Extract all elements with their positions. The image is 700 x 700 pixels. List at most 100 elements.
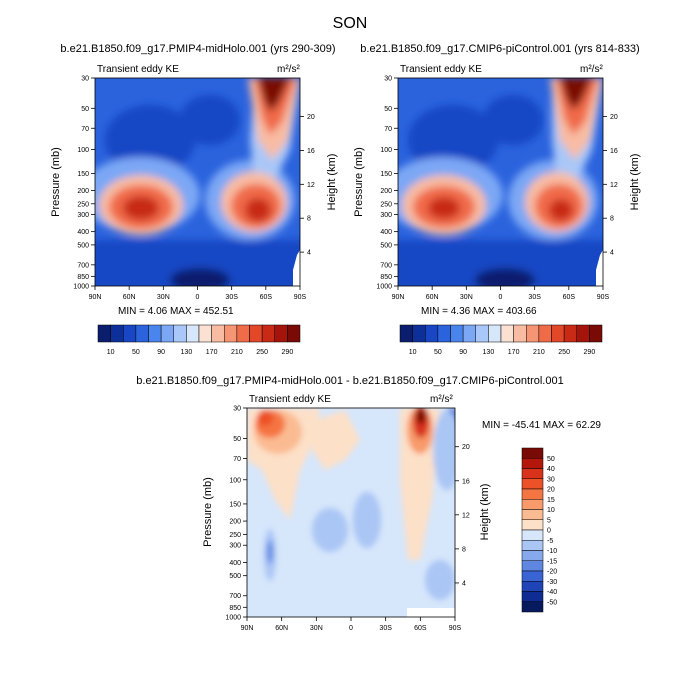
colorbar-b-swatch xyxy=(488,324,502,343)
panel-a-xtick-label: 90N xyxy=(89,294,102,301)
panel-a-htick-label: 16 xyxy=(307,148,315,155)
colorbar-a-swatch xyxy=(148,324,162,343)
colorbar-a-swatch xyxy=(97,324,111,343)
panel-a-weak-region xyxy=(105,105,195,175)
colorbar-b-swatch xyxy=(437,324,451,343)
colorbar-diff-label: 50 xyxy=(547,456,555,463)
panel-b-ytick-label: 700 xyxy=(380,262,392,269)
colorbar-diff-swatch xyxy=(521,529,544,541)
diff-title: b.e21.B1850.f09_g17.PMIP4-midHolo.001 - … xyxy=(136,375,563,387)
panel-a-ytick-label: 70 xyxy=(81,126,89,133)
diff-positive-sh-plume xyxy=(400,408,440,560)
colorbar-b-swatch xyxy=(399,324,413,343)
figure-title: SON xyxy=(333,15,368,32)
panel-diff-xtick-label: 30N xyxy=(310,625,323,632)
panel-a-xtick-label: 60N xyxy=(123,294,136,301)
panel-diff-xtick-label: 0 xyxy=(349,625,353,632)
colorbar-b-swatch xyxy=(450,324,464,343)
panel-b-ytick-label: 30 xyxy=(384,76,392,83)
colorbar-diff-swatch xyxy=(521,488,544,500)
panel-a-ytick-label: 50 xyxy=(81,106,89,113)
colorbar-b-swatch xyxy=(563,324,577,343)
panel-b: Transient eddy KE m²/s² xyxy=(353,64,641,317)
panel-a-ytick-label: 850 xyxy=(77,274,89,281)
colorbar-a-label: 130 xyxy=(181,349,193,356)
panel-diff-ytick-label: 850 xyxy=(229,605,241,612)
colorbar-diff-label: -5 xyxy=(547,538,553,545)
panel-diff-xtick-label: 30S xyxy=(379,625,392,632)
panel-diff-htick-label: 12 xyxy=(462,512,470,519)
colorbar-a-swatch xyxy=(261,324,275,343)
panel-b-ytick-label: 500 xyxy=(380,242,392,249)
panel-diff-htick-label: 4 xyxy=(462,580,466,587)
panel-b-nh-jet-core xyxy=(428,197,460,219)
panel-b-xtick-label: 30S xyxy=(528,294,541,301)
panel-diff-ytick-label: 300 xyxy=(229,543,241,550)
colorbar-a-swatch xyxy=(186,324,200,343)
panel-a-xtick-label: 60S xyxy=(260,294,273,301)
panel-a-ytick-label: 500 xyxy=(77,242,89,249)
colorbar-diff-swatch xyxy=(521,519,544,531)
panel-b-htick-label: 16 xyxy=(610,148,618,155)
colorbar-a-swatch xyxy=(173,324,187,343)
panel-diff-ylabel-right: Height (km) xyxy=(479,484,491,541)
panel-diff-ytick-label: 200 xyxy=(229,519,241,526)
panel-b-ytick-label: 250 xyxy=(380,201,392,208)
panel-b-variable-label: Transient eddy KE xyxy=(400,64,482,75)
panel-diff-ytick-label: 700 xyxy=(229,593,241,600)
colorbar-b-swatch xyxy=(412,324,426,343)
panel-diff-field xyxy=(247,408,455,617)
panel-a-ytick-label: 150 xyxy=(77,171,89,178)
colorbar-diff-swatch xyxy=(521,458,544,469)
colorbar-diff-swatch xyxy=(521,570,544,582)
panel-a-field xyxy=(95,78,300,286)
panel-b-strat-core xyxy=(560,78,592,110)
panel-diff-xtick-label: 60N xyxy=(275,625,288,632)
colorbar-diff-label: 40 xyxy=(547,466,555,473)
colorbar-diff-swatch xyxy=(521,601,544,613)
panel-b-ytick-label: 850 xyxy=(380,274,392,281)
panel-b-sfc-minimum xyxy=(475,268,535,286)
colorbar-b: 10 50 90 130 170 210 250 290 xyxy=(399,324,603,356)
colorbar-b-swatch xyxy=(576,324,590,343)
colorbar-a-swatch xyxy=(211,324,225,343)
panel-a-ytick-label: 200 xyxy=(77,188,89,195)
panel-a-units-label: m²/s² xyxy=(277,64,300,75)
panel-b-stats: MIN = 4.36 MAX = 403.66 xyxy=(421,306,537,317)
colorbar-diff-swatch xyxy=(521,550,544,561)
panel-b-ytick-label: 300 xyxy=(380,212,392,219)
colorbar-a-swatch xyxy=(236,324,250,343)
panel-b-ytick-label: 50 xyxy=(384,106,392,113)
diff-positive-nh-peak xyxy=(257,410,273,426)
colorbar-a-swatch xyxy=(274,324,288,343)
colorbar-diff-label: -20 xyxy=(547,569,557,576)
panel-b-xtick-label: 90S xyxy=(597,294,610,301)
panel-diff-ytick-label: 30 xyxy=(233,406,241,413)
diff-negative-low xyxy=(425,560,455,600)
colorbar-diff-label: -10 xyxy=(547,548,557,555)
panel-diff-ytick-label: 70 xyxy=(233,456,241,463)
panel-a-missing-data xyxy=(293,250,300,286)
panel-a-htick-label: 4 xyxy=(307,250,311,257)
colorbar-diff-label: -50 xyxy=(547,599,557,606)
colorbar-b-label: 290 xyxy=(584,349,596,356)
panel-b-field xyxy=(398,78,603,286)
panel-b-htick-label: 4 xyxy=(610,250,614,257)
panel-b-axes: 30 50 70 100 150 200 250 300 400 500 700 850 1000 20 1… xyxy=(376,76,617,302)
panel-b-xtick-label: 60S xyxy=(563,294,576,301)
colorbar-a-swatch xyxy=(160,324,174,343)
panel-diff-stats: MIN = -45.41 MAX = 62.29 xyxy=(482,420,601,431)
panel-a-sh-jet-core xyxy=(245,198,271,222)
panel-a-stats: MIN = 4.06 MAX = 452.51 xyxy=(118,306,234,317)
diff-negative-sh-edge-outer xyxy=(433,410,455,490)
colorbar-b-label: 10 xyxy=(409,349,417,356)
panel-a-axes: 30 50 70 100 150 200 250 300 400 500 700 850 1000 20 1… xyxy=(73,76,314,302)
panel-a-ytick-label: 1000 xyxy=(73,284,89,291)
panel-diff-xtick-label: 90S xyxy=(449,625,462,632)
panel-b-sh-jet-core xyxy=(549,199,573,221)
colorbar-diff-swatch xyxy=(521,591,544,602)
panel-a-ytick-label: 100 xyxy=(77,147,89,154)
colorbar-a-swatch xyxy=(249,324,263,343)
panel-a-weak-region-2 xyxy=(180,95,240,145)
panel-b-ytick-label: 400 xyxy=(380,229,392,236)
